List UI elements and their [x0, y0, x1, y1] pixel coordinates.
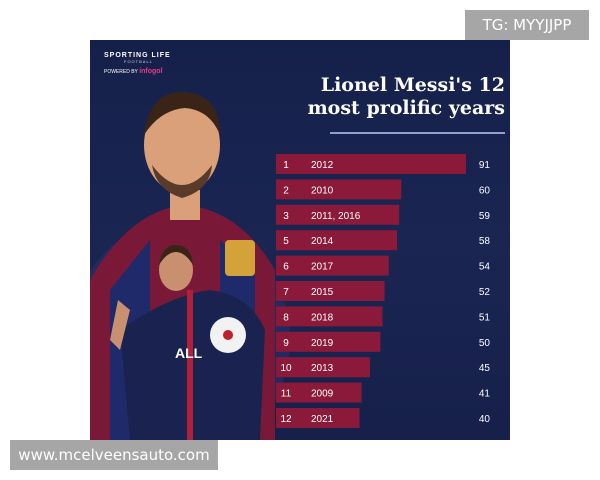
bar-rank-label: 7	[283, 287, 289, 298]
bar-value-label: 60	[479, 185, 491, 196]
bar-rank-label: 12	[280, 414, 292, 425]
chart-title: Lionel Messi's 12 most prolific years	[295, 74, 505, 120]
bar-rank-label: 8	[283, 312, 289, 323]
bar-value-label: 58	[479, 236, 491, 247]
bar	[276, 204, 400, 225]
svg-text:ALL: ALL	[175, 345, 203, 361]
powered-by-label: POWERED BY	[104, 69, 138, 75]
bar	[276, 255, 389, 276]
bar	[276, 331, 381, 352]
bar	[276, 281, 385, 301]
bar-value-label: 41	[479, 389, 491, 400]
bar-value-label: 54	[479, 262, 491, 273]
bar-value-label: 52	[479, 287, 491, 298]
bar	[276, 154, 466, 174]
bar-year-label: 2015	[311, 287, 334, 298]
bar	[276, 179, 402, 200]
bar-year-label: 2010	[311, 185, 334, 196]
bar-year-label: 2017	[311, 262, 334, 273]
bar-year-label: 2009	[311, 389, 334, 400]
bar-rank-label: 10	[280, 363, 292, 374]
bar	[276, 382, 362, 403]
bar-rank-label: 5	[283, 236, 289, 247]
chart-title-line-1: Lionel Messi's 12	[320, 74, 505, 96]
bar	[276, 357, 370, 378]
bar-year-label: 2019	[311, 338, 334, 349]
bar-rank-label: 2	[283, 185, 289, 196]
bar-value-label: 45	[479, 363, 491, 374]
bar-value-label: 40	[479, 414, 491, 425]
chart-title-line-2: most prolific years	[307, 97, 505, 119]
powered-by: POWERED BY infogol	[104, 68, 171, 75]
bar-rank-label: 3	[283, 211, 289, 222]
bar	[276, 306, 383, 327]
bar-year-label: 2021	[311, 414, 334, 425]
bar-rank-label: 9	[283, 338, 289, 349]
bar-value-label: 51	[479, 312, 491, 323]
brand-name: SPORTING LIFE	[104, 52, 171, 59]
bar-rank-label: 1	[283, 160, 289, 171]
bar	[276, 408, 360, 428]
bar-year-label: 2011, 2016	[311, 211, 361, 222]
watermark-tg: TG: MYYJJPP	[465, 10, 589, 40]
brand-logo: SPORTING LIFE FOOTBALL POWERED BY infogo…	[104, 52, 171, 75]
watermark-url: www.mcelveensauto.com	[10, 440, 218, 470]
bar-rank-label: 6	[283, 262, 289, 273]
bar-year-label: 2014	[311, 236, 334, 247]
bar-chart: 1 2012 912 2010 603 2011, 2016 595 2014 586 2017 5…	[276, 154, 491, 428]
bar-value-label: 59	[479, 211, 491, 222]
bar-rank-label: 11	[281, 389, 292, 400]
brand-subtitle: FOOTBALL	[124, 59, 153, 64]
bar-value-label: 91	[479, 160, 491, 171]
partner-logo: infogol	[139, 68, 163, 75]
bar-value-label: 50	[479, 338, 491, 349]
bar-year-label: 2018	[311, 312, 334, 323]
player-illustration: ALL	[90, 91, 290, 440]
bar-year-label: 2013	[311, 363, 334, 374]
infographic-card: ALL SPORTING LIFE FOOTBALL POWERED BY in…	[90, 40, 510, 440]
title-divider	[330, 132, 505, 134]
bar	[276, 230, 398, 251]
bar-year-label: 2012	[311, 160, 334, 171]
